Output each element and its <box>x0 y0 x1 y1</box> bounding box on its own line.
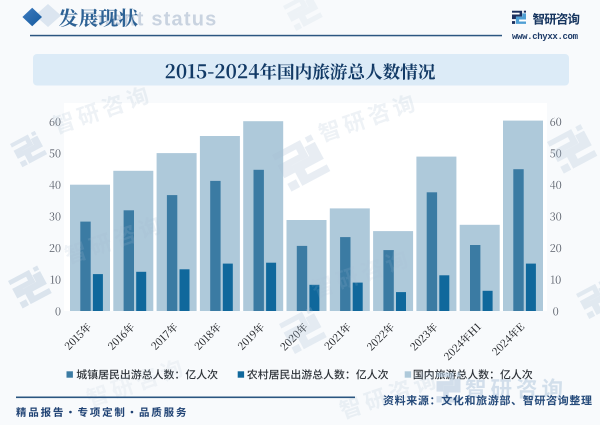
svg-text:www.chyxx.com: www.chyxx.com <box>512 32 579 42</box>
